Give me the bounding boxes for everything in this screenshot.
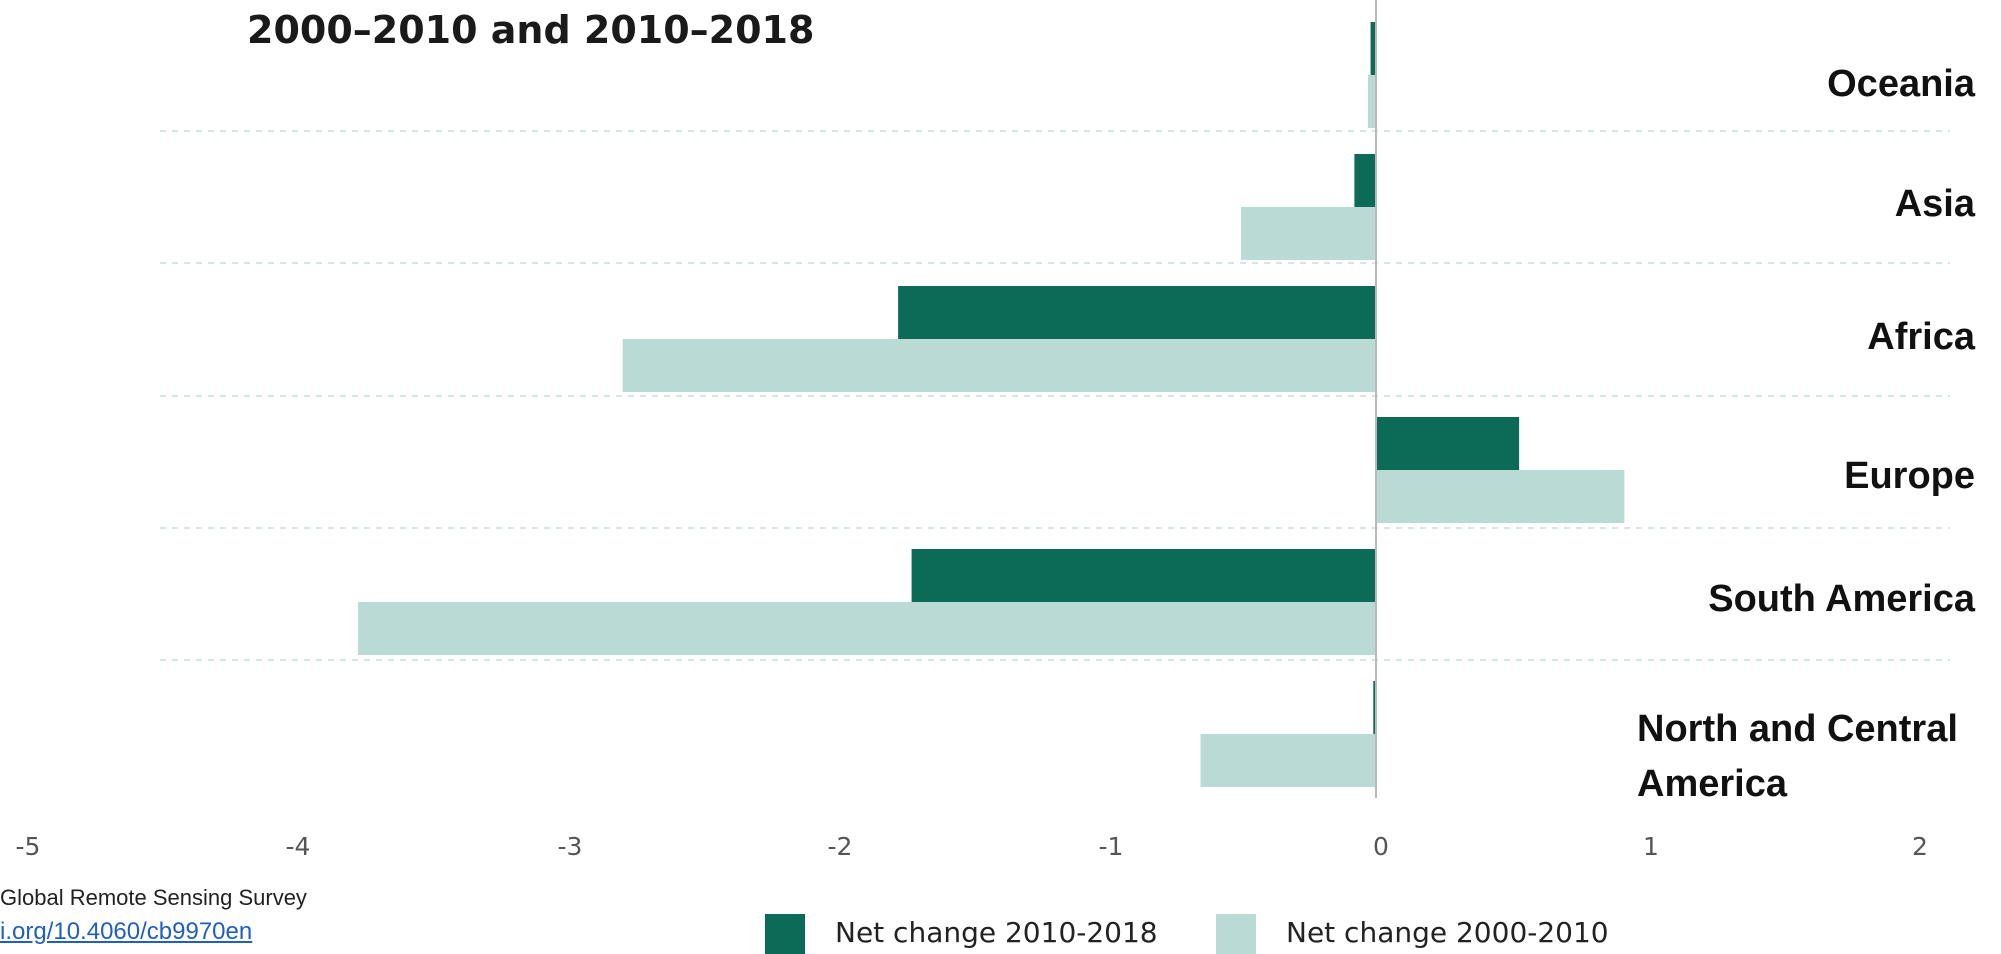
bar <box>1354 154 1376 207</box>
bar <box>622 339 1376 392</box>
legend-label: Net change 2000-2010 <box>1286 916 1609 949</box>
x-tick-label: -1 <box>1099 832 1124 861</box>
source-note: Global Remote Sensing Survey <box>0 885 307 910</box>
bar <box>1376 470 1625 523</box>
category-label: North and Central America <box>1637 708 1958 805</box>
bar <box>898 286 1376 339</box>
bar <box>1376 417 1520 470</box>
bar <box>1370 22 1376 75</box>
category-label: South America <box>1708 578 1976 620</box>
category-label: Europe <box>1844 455 1975 497</box>
x-tick-label: 1 <box>1643 832 1659 861</box>
legend-swatch <box>1216 914 1256 954</box>
x-tick-label: -4 <box>286 832 311 861</box>
bar <box>1241 207 1376 260</box>
category-label: Africa <box>1867 316 1976 358</box>
x-tick-label: 2 <box>1912 832 1928 861</box>
x-tick-label: -2 <box>828 832 853 861</box>
bar <box>1200 734 1376 787</box>
legend-swatch <box>765 914 805 954</box>
x-tick-label: -5 <box>16 832 41 861</box>
x-tick-label: 0 <box>1373 832 1389 861</box>
legend-label: Net change 2010-2018 <box>835 916 1158 949</box>
bar <box>1373 681 1376 734</box>
category-label: Asia <box>1895 183 1976 225</box>
chart-title: 2000–2010 and 2010–2018 <box>247 8 815 52</box>
x-tick-label: -3 <box>558 832 583 861</box>
bar <box>911 549 1376 602</box>
category-label: Oceania <box>1827 63 1976 105</box>
bar <box>358 602 1377 655</box>
bar <box>1367 75 1376 128</box>
doi-link[interactable]: i.org/10.4060/cb9970en <box>0 918 253 945</box>
